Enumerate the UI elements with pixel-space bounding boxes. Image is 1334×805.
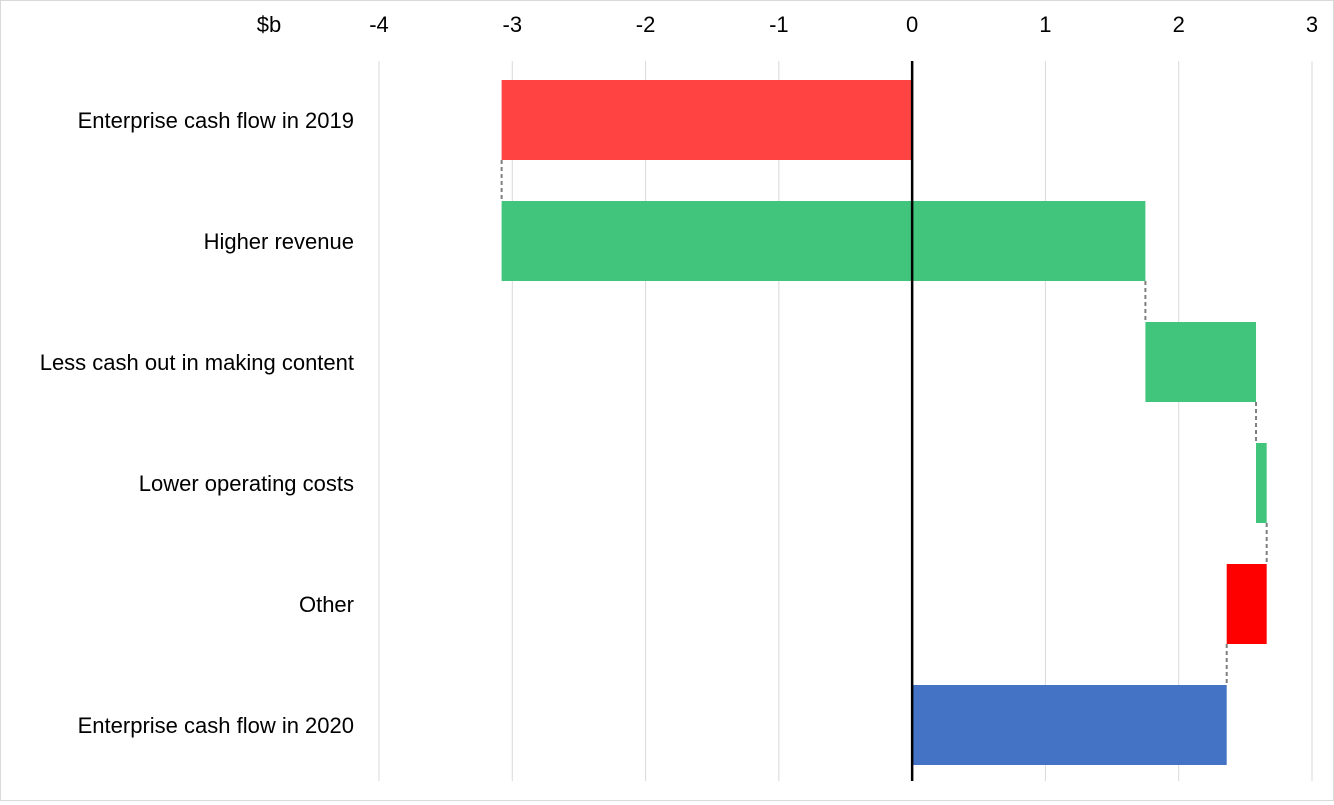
bar	[501, 80, 913, 160]
x-axis-ticks: -4 -3 -2 -1 0 1 2 3	[369, 12, 1318, 37]
bar	[912, 685, 1227, 765]
x-tick-label: 2	[1173, 12, 1185, 37]
x-tick-label: 0	[906, 12, 918, 37]
bar	[501, 201, 1146, 281]
x-tick-label: -3	[503, 12, 523, 37]
category-label: Other	[299, 592, 354, 617]
category-label: Enterprise cash flow in 2020	[78, 713, 354, 738]
unit-label: $b	[257, 12, 281, 37]
category-label: Lower operating costs	[139, 471, 354, 496]
bar	[1226, 564, 1267, 644]
x-tick-label: -2	[636, 12, 656, 37]
x-tick-label: -4	[369, 12, 389, 37]
bar	[1145, 322, 1257, 402]
grid-lines	[378, 61, 1313, 781]
bars	[501, 80, 1267, 765]
x-tick-label: -1	[769, 12, 789, 37]
category-label: Less cash out in making content	[40, 350, 354, 375]
category-label: Higher revenue	[204, 229, 354, 254]
x-tick-label: 3	[1306, 12, 1318, 37]
bar	[1256, 443, 1267, 523]
category-label: Enterprise cash flow in 2019	[78, 108, 354, 133]
x-tick-label: 1	[1039, 12, 1051, 37]
category-labels: Enterprise cash flow in 2019 Higher reven…	[40, 108, 354, 738]
